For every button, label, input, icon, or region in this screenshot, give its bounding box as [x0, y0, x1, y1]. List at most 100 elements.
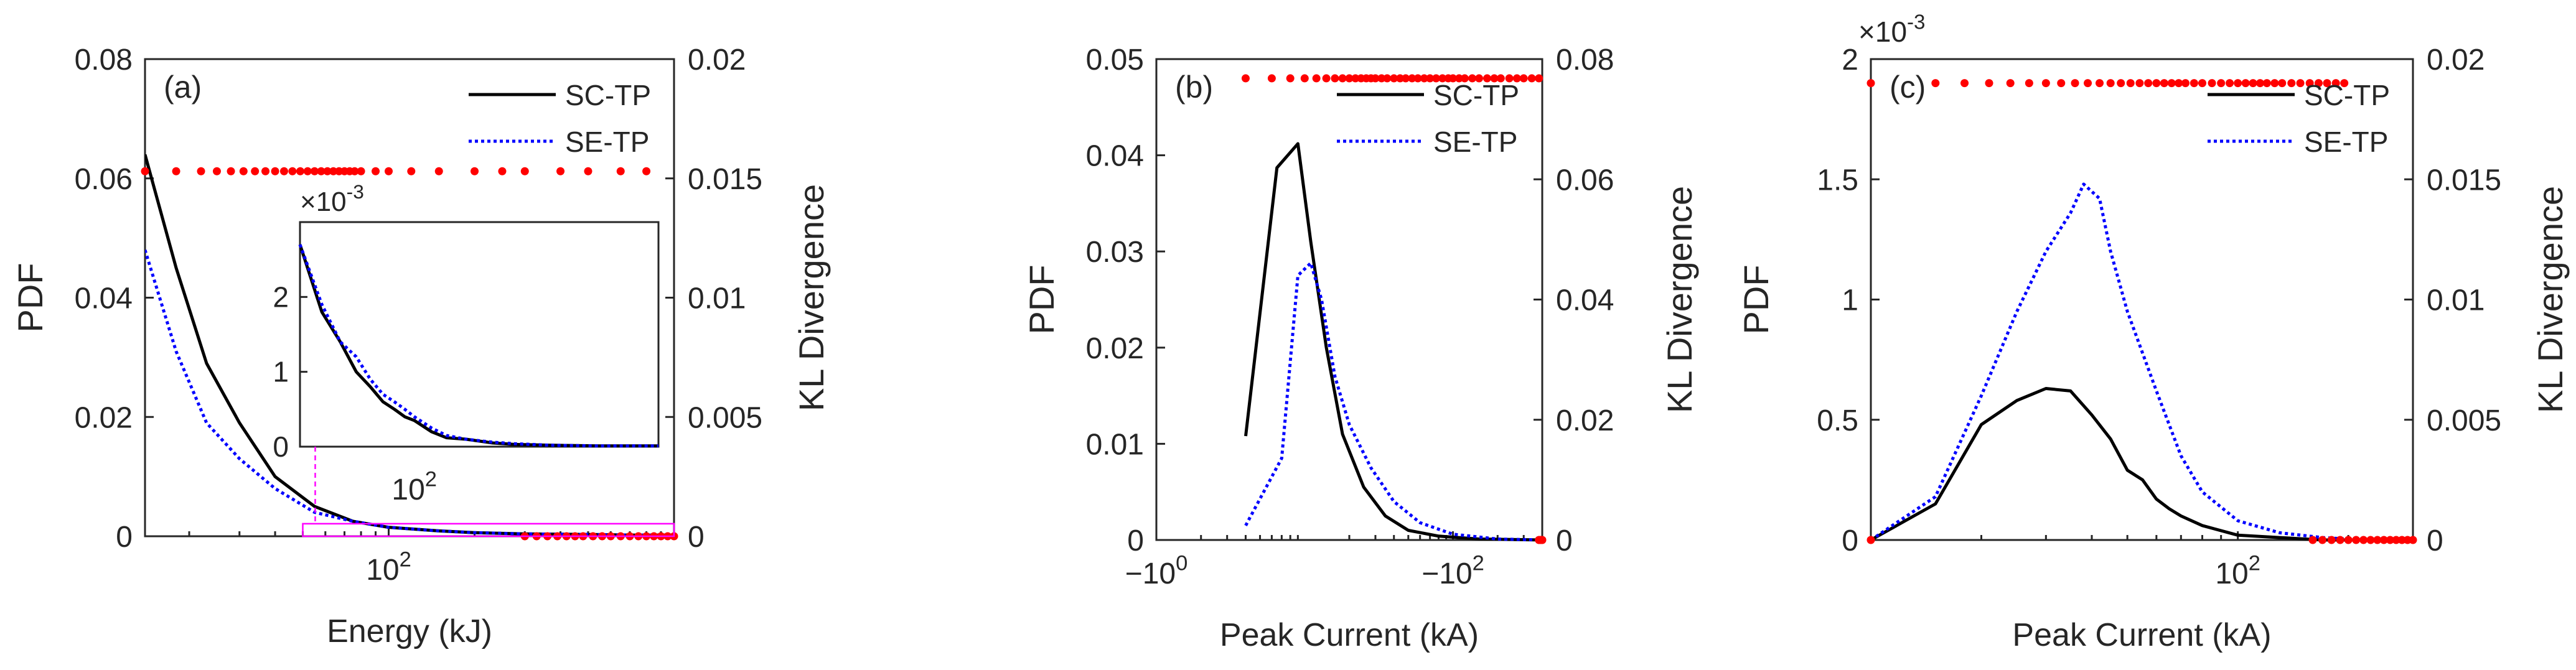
panel-c-legend-label: SE-TP	[2304, 126, 2388, 158]
panel-a-inset-ytick-label: 0	[273, 430, 289, 463]
panel-c-kl-point	[2126, 79, 2135, 88]
panel-b-line-sc-tp	[1244, 142, 1543, 542]
panel-b-kl-point	[1390, 74, 1398, 83]
panel-a-kl-point	[261, 167, 270, 175]
panel-b-kl-point	[1468, 74, 1477, 83]
panel-a-kl-point	[434, 167, 443, 175]
panel-c-kl-point	[2135, 79, 2144, 88]
panel-c-y2tick-label: 0.015	[2427, 164, 2501, 197]
panel-c-kl-point	[2318, 536, 2327, 544]
panel-c-kl-point	[2226, 79, 2234, 88]
panel-b-ylabel: PDF	[1022, 265, 1061, 335]
panel-a-kl-point	[172, 167, 180, 175]
panel-c-kl-point	[1866, 536, 1875, 544]
panel-c-kl-point	[2409, 536, 2417, 544]
panel-a-y2tick-label: 0	[688, 521, 705, 554]
panel-a-kl-point	[323, 167, 332, 175]
panel-c-ylabel: PDF	[1736, 265, 1776, 335]
panel-a-inset-line-se-tp	[298, 244, 658, 448]
panel-c-ytick-label: 1	[1842, 284, 1858, 317]
panel-c-kl-point	[2025, 79, 2033, 88]
panel-b-kl-point	[1519, 74, 1528, 83]
panel-a-kl-markers	[141, 167, 651, 175]
panel-b-kl-point	[1351, 74, 1360, 83]
panel-b-legend-label: SE-TP	[1433, 126, 1517, 158]
panel-c-kl-point	[2167, 79, 2176, 88]
panel-a-kl-point	[239, 167, 248, 175]
panel-b-panel-label: (b)	[1175, 70, 1213, 105]
panel-b-kl-point	[1460, 74, 1469, 83]
panel-b-line-se-tp	[1244, 261, 1543, 542]
panel-b-kl-point	[1396, 74, 1405, 83]
panel-c-kl-point	[2241, 79, 2250, 88]
panel-a-y2tick-label: 0.005	[688, 401, 762, 434]
panel-c-kl-point	[2152, 79, 2161, 88]
panel-b-kl-point	[1413, 74, 1422, 83]
panel-b-kl-point	[1538, 536, 1547, 544]
panel-a-kl-point	[385, 167, 393, 175]
panel-a-kl-point	[556, 167, 565, 175]
panel-b-kl-markers	[1535, 536, 1547, 544]
panel-b-ytick-label: 0	[1127, 524, 1144, 557]
panel-c-kl-point	[2344, 536, 2353, 544]
panel-b-kl-point	[1505, 74, 1514, 83]
panel-c-kl-point	[1931, 79, 1940, 88]
panel-a-kl-point	[498, 167, 507, 175]
panel-b-kl-point	[1426, 74, 1435, 83]
panel-c-kl-point	[2084, 79, 2092, 88]
panel-c-kl-point	[2366, 536, 2375, 544]
panel-b-kl-point	[1512, 74, 1521, 83]
panel-a-xlabel: Energy (kJ)	[327, 613, 492, 649]
panel-c-kl-point	[1960, 79, 1969, 88]
panel-c-kl-point	[2006, 79, 2015, 88]
panel-a-inset-line-sc-tp	[298, 244, 658, 448]
panel-a-y2label: KL Divergence	[792, 184, 831, 411]
panel-b-kl-point	[1475, 74, 1484, 83]
panel-c-kl-point	[2392, 536, 2400, 544]
panel-a-kl-point	[271, 167, 279, 175]
panel-b-ytick-label: 0.05	[1086, 44, 1144, 77]
panel-a-kl-point	[288, 167, 297, 175]
panel-c-y2label: KL Divergence	[2531, 186, 2570, 413]
panel-c-kl-point	[2249, 79, 2257, 88]
panel-c-kl-point	[2323, 79, 2331, 88]
panel-c-xtick-label: 102	[2215, 551, 2260, 590]
panel-a-inset-box	[299, 221, 660, 448]
panel-a-kl-point	[642, 167, 651, 175]
panel-a-kl-point	[310, 167, 319, 175]
panel-c-line-sc-tp	[1871, 387, 2413, 542]
panel-b-kl-point	[1312, 74, 1321, 83]
panel-b-y2tick-label: 0.08	[1556, 44, 1614, 77]
panel-c-series	[1871, 182, 2413, 542]
panel-c-kl-point	[2117, 79, 2125, 88]
panel-b-kl-point	[1449, 74, 1458, 83]
panel-a-ytick-label: 0	[116, 521, 133, 554]
panel-c-kl-point	[2175, 79, 2183, 88]
panel-c-kl-point	[2041, 79, 2050, 88]
panel-b-kl-point	[1300, 74, 1309, 83]
panel-c-kl-point	[2217, 79, 2226, 88]
panel-a-kl-point	[616, 167, 625, 175]
panel-c-kl-point	[2057, 79, 2066, 88]
panel-a-y2tick-label: 0.02	[688, 44, 746, 77]
panel-b-kl-point	[1490, 74, 1499, 83]
panel-c-kl-point	[2278, 79, 2287, 88]
panel-c-kl-point	[2314, 79, 2323, 88]
panel-c-ytick-label: 1.5	[1817, 164, 1858, 197]
panel-b-kl-point	[1438, 74, 1447, 83]
panel-a-kl-point	[520, 167, 529, 175]
panel-a-kl-point	[329, 167, 338, 175]
panel-c-kl-point	[2327, 536, 2336, 544]
panel-b-kl-point	[1371, 74, 1380, 83]
panel-c-line-se-tp	[1871, 182, 2413, 542]
panel-b-ytick-label: 0.02	[1086, 332, 1144, 365]
panel-a-kl-point	[197, 167, 205, 175]
panel-a-zoom-box	[302, 523, 675, 537]
panel-b-kl-point	[1241, 74, 1250, 83]
panel-c-kl-point	[1985, 79, 1993, 88]
panel-b-kl-point	[1402, 74, 1410, 83]
panel-a-ylabel: PDF	[11, 263, 50, 333]
panel-c-panel-label: (c)	[1890, 70, 1926, 105]
panel-a-kl-point	[372, 167, 380, 175]
panel-c-kl-point	[2262, 79, 2271, 88]
